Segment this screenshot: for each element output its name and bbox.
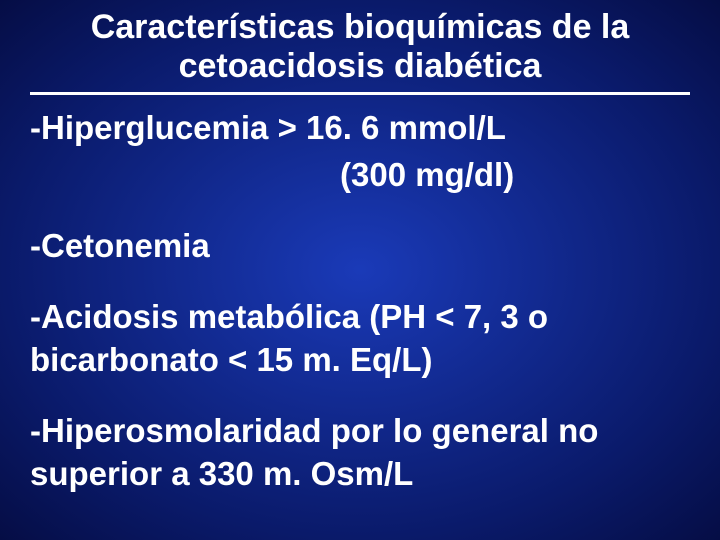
bullet-hyperosmolarity: -Hiperosmolaridad por lo general no supe… bbox=[30, 410, 690, 496]
bullet-cetonemia: -Cetonemia bbox=[30, 225, 690, 268]
bullet-hyperglycemia-2: (300 mg/dl) bbox=[30, 154, 690, 197]
title-block: Características bioquímicas de la cetoac… bbox=[30, 8, 690, 95]
bullet-acidosis: -Acidosis metabólica (PH < 7, 3 o bicarb… bbox=[30, 296, 690, 382]
title-line-1: Características bioquímicas de la bbox=[30, 8, 690, 47]
bullet-hyperglycemia-1: -Hiperglucemia > 16. 6 mmol/L bbox=[30, 107, 690, 150]
slide-container: Características bioquímicas de la cetoac… bbox=[0, 0, 720, 540]
title-line-2: cetoacidosis diabética bbox=[30, 47, 690, 86]
